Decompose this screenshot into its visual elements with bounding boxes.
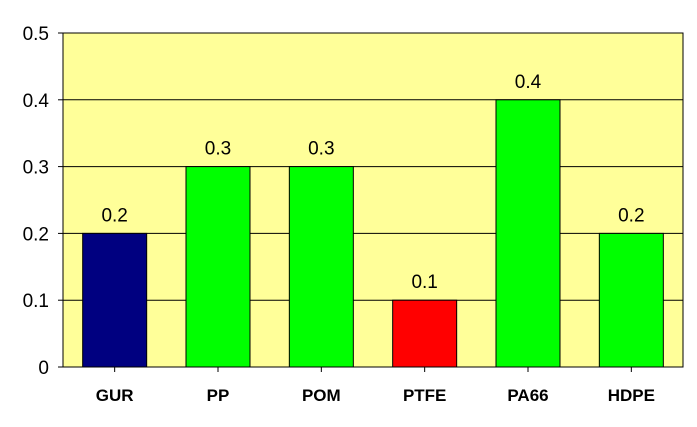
y-tick-label: 0	[38, 358, 49, 379]
data-label: 0.4	[515, 72, 542, 93]
bar-pp	[185, 166, 251, 368]
data-label: 0.2	[618, 205, 644, 226]
data-label: 0.3	[205, 139, 231, 160]
y-tick-label: 0.3	[23, 158, 49, 179]
x-tick-label: POM	[302, 386, 341, 405]
plot-area	[63, 33, 683, 367]
data-label: 0.1	[411, 272, 437, 293]
y-axis-ticks: 0 0.1 0.2 0.3 0.4 0.5	[23, 24, 63, 379]
data-label: 0.3	[308, 139, 334, 160]
x-tick-label: PA66	[507, 386, 548, 405]
bars	[82, 99, 664, 368]
plot-border	[62, 32, 684, 368]
bar-pom	[288, 166, 354, 368]
y-tick-label: 0.4	[23, 91, 50, 112]
x-tick-label: GUR	[96, 386, 134, 405]
x-tick-label: PTFE	[403, 386, 446, 405]
bar-hdpe	[598, 232, 664, 368]
bar-ptfe	[392, 299, 458, 368]
x-tick-label: HDPE	[608, 386, 655, 405]
bar-gur	[82, 232, 148, 368]
y-tick-label: 0.1	[23, 291, 49, 312]
x-tick-label: PP	[207, 386, 230, 405]
y-tick-label: 0.5	[23, 24, 49, 45]
data-labels: 0.2 0.3 0.3 0.1 0.4 0.2	[101, 72, 644, 293]
bar-pa66	[495, 99, 561, 368]
y-tick-label: 0.2	[23, 224, 49, 245]
x-axis-labels: GUR PP POM PTFE PA66 HDPE	[96, 367, 655, 405]
data-label: 0.2	[101, 205, 127, 226]
